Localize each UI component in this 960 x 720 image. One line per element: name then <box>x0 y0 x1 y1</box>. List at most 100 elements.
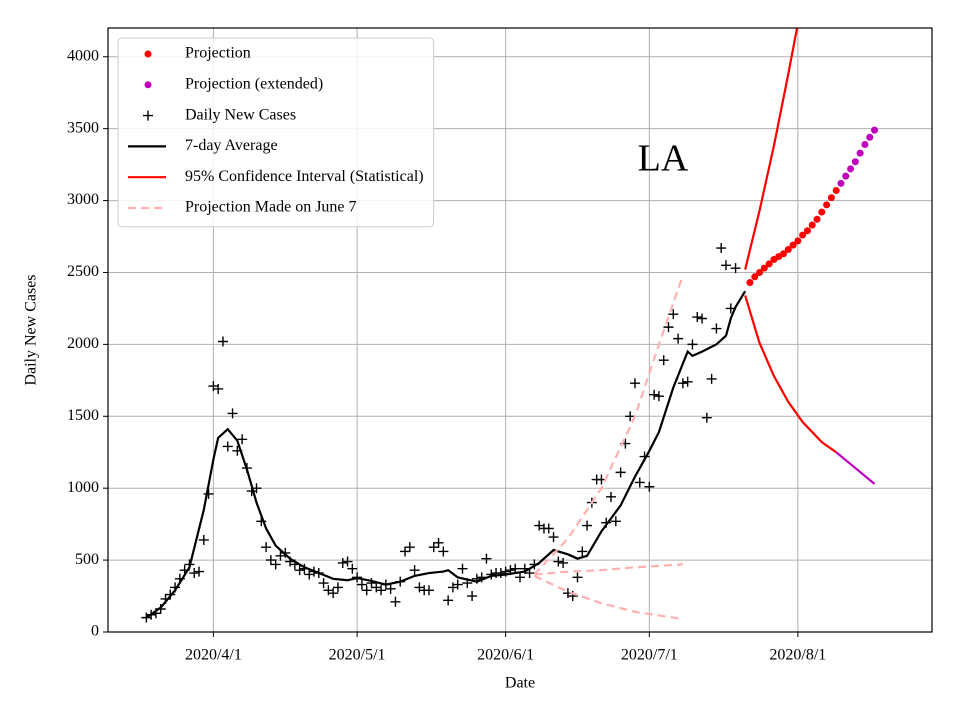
x-axis-label: Date <box>505 675 535 692</box>
cross-marker <box>625 411 636 422</box>
dot-marker <box>827 194 835 202</box>
dot-marker <box>144 50 152 58</box>
series-line <box>145 290 747 619</box>
cross-marker <box>682 376 693 387</box>
cross-marker <box>390 596 401 607</box>
dot-marker <box>746 279 754 287</box>
cross-marker <box>409 565 420 576</box>
legend-label: 7-day Average <box>185 137 278 154</box>
cross-marker <box>553 556 564 567</box>
legend-box <box>117 37 435 228</box>
cross-marker <box>663 322 674 333</box>
cross-marker <box>213 383 224 394</box>
cross-marker <box>404 542 415 553</box>
dot-marker <box>856 149 864 157</box>
cross-marker <box>457 563 468 574</box>
y-tick-label: 3500 <box>67 119 99 136</box>
series-line <box>835 451 876 485</box>
cross-marker <box>711 323 722 334</box>
cross-marker <box>677 378 688 389</box>
cross-marker <box>658 355 669 366</box>
cross-marker <box>481 553 492 564</box>
dot-marker <box>765 260 773 268</box>
cross-marker <box>237 434 248 445</box>
cross-marker <box>443 595 454 606</box>
cross-marker <box>452 579 463 590</box>
cross-marker <box>653 391 664 402</box>
cross-marker <box>227 408 238 419</box>
cross-marker <box>730 263 741 274</box>
cross-marker <box>716 243 727 254</box>
legend-label: Projection Made on June 7 <box>185 199 357 216</box>
cross-marker <box>697 313 708 324</box>
cross-marker <box>438 546 449 557</box>
cross-marker <box>203 488 214 499</box>
cross-marker <box>548 532 559 543</box>
dot-marker <box>861 140 869 148</box>
cross-marker <box>721 260 731 271</box>
x-tick-label: 2020/5/1 <box>329 647 386 664</box>
dot-marker <box>803 227 811 235</box>
cross-marker <box>342 556 353 567</box>
y-tick-label: 4000 <box>67 47 99 64</box>
cross-marker <box>198 534 209 545</box>
y-tick-label: 500 <box>75 551 99 568</box>
cross-marker <box>270 559 281 570</box>
cross-marker <box>385 583 396 594</box>
annotation: LA <box>638 138 689 180</box>
dot-marker <box>779 250 787 258</box>
series-line <box>533 274 684 576</box>
cross-marker <box>706 373 717 384</box>
ticks: 0 500 1000 1500 2000 2500 3000 3500 4000 2020/4/1… <box>67 47 826 663</box>
cross-marker <box>606 491 617 502</box>
cross-marker <box>610 516 621 527</box>
cross-marker <box>294 565 305 576</box>
x-tick-label: 2020/8/1 <box>769 647 826 664</box>
legend-label: Projection (extended) <box>185 75 323 92</box>
cross-marker <box>668 309 679 320</box>
y-tick-label: 2000 <box>67 335 99 352</box>
cross-marker <box>332 582 343 593</box>
cross-marker <box>265 555 276 566</box>
y-tick-label: 1500 <box>67 407 99 424</box>
cross-marker <box>582 520 593 531</box>
cross-marker <box>423 585 434 596</box>
y-axis-label: Daily New Cases <box>23 274 40 385</box>
cross-marker <box>543 523 554 534</box>
cross-marker <box>649 389 660 400</box>
dot-marker <box>813 215 821 223</box>
cross-marker <box>558 557 569 568</box>
y-tick-label: 1000 <box>67 479 99 496</box>
y-tick-label: 2500 <box>67 263 99 280</box>
dot-marker <box>818 208 826 216</box>
dot-marker <box>808 221 816 229</box>
cross-marker <box>143 110 153 121</box>
dot-marker <box>823 201 831 209</box>
cross-marker <box>433 537 444 548</box>
cross-marker <box>615 467 626 478</box>
dot-marker <box>794 237 802 245</box>
legend-label: Daily New Cases <box>185 106 296 123</box>
cross-marker <box>376 585 387 596</box>
dot-marker <box>866 133 874 141</box>
dot-marker <box>799 231 807 239</box>
series-line <box>744 28 799 270</box>
cross-marker <box>318 578 329 589</box>
dot-marker <box>832 187 840 195</box>
cross-marker <box>328 588 339 599</box>
cross-marker <box>701 412 712 423</box>
dot-marker <box>871 126 879 134</box>
cross-marker <box>577 546 588 557</box>
cross-marker <box>515 572 525 583</box>
dot-marker <box>837 179 845 187</box>
cross-marker <box>634 477 645 488</box>
cross-marker <box>644 481 655 492</box>
dot-marker <box>751 273 759 281</box>
plot-area <box>141 28 879 623</box>
x-tick-label: 2020/7/1 <box>621 647 678 664</box>
series-line <box>534 563 683 576</box>
series-line <box>533 574 684 621</box>
cross-marker <box>687 339 698 350</box>
y-tick-label: 3000 <box>67 191 99 208</box>
x-tick-label: 2020/4/1 <box>185 647 242 664</box>
